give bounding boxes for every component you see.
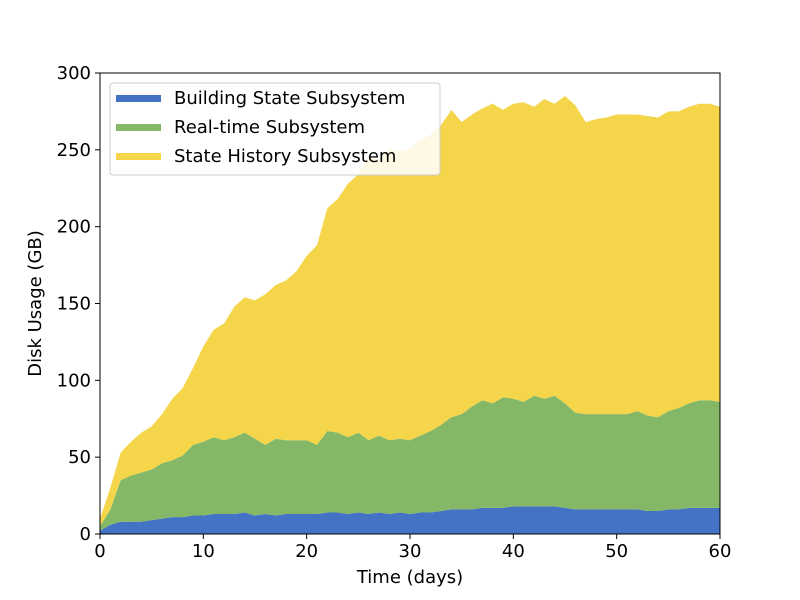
x-tick-label: 30 — [399, 541, 422, 562]
x-tick-label: 10 — [192, 541, 215, 562]
legend-label-real-time: Real-time Subsystem — [174, 117, 365, 138]
legend-box — [109, 82, 441, 176]
y-tick-label: 50 — [68, 447, 91, 468]
y-tick-label: 200 — [57, 217, 91, 238]
legend-swatch-real-time — [116, 124, 161, 131]
y-tick-label: 150 — [57, 294, 91, 315]
x-tick-label: 40 — [502, 541, 525, 562]
legend-label-state-history: State History Subsystem — [174, 146, 396, 167]
x-tick-label: 0 — [94, 541, 105, 562]
y-axis-label: Disk Usage (GB) — [25, 230, 46, 377]
x-tick-label: 50 — [605, 541, 628, 562]
y-tick-label: 250 — [57, 140, 91, 161]
legend: Building State Subsystem Real-time Subsy… — [109, 82, 441, 176]
y-tick-label: 300 — [57, 63, 91, 84]
area-real-time — [100, 395, 720, 531]
x-axis-label: Time (days) — [356, 567, 463, 588]
chart-areas — [100, 96, 720, 534]
legend-label-building-state: Building State Subsystem — [174, 88, 405, 109]
y-tick-label: 0 — [80, 524, 91, 545]
x-axis: 0 10 20 30 40 50 60 — [94, 534, 731, 562]
area-state-history — [100, 96, 720, 527]
legend-swatch-building-state — [116, 95, 161, 102]
area-building-state — [100, 506, 720, 534]
y-tick-label: 100 — [57, 370, 91, 391]
y-axis: 0 50 100 150 200 250 300 — [57, 63, 100, 545]
x-tick-label: 20 — [295, 541, 318, 562]
x-tick-label: 60 — [709, 541, 732, 562]
legend-swatch-state-history — [116, 153, 161, 160]
